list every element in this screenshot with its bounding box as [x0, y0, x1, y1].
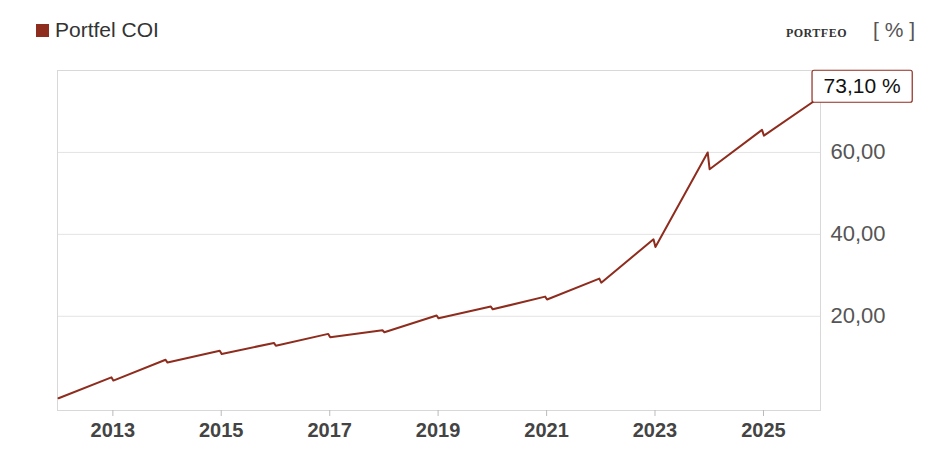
svg-text:73,10 %: 73,10 %	[824, 74, 901, 97]
svg-text:40,00: 40,00	[831, 221, 886, 246]
svg-text:2013: 2013	[91, 419, 135, 441]
svg-text:2021: 2021	[524, 419, 569, 441]
svg-text:2025: 2025	[741, 419, 786, 441]
svg-text:2019: 2019	[416, 419, 461, 441]
svg-text:2023: 2023	[633, 419, 678, 441]
html-text:PORTFEO: PORTFEO	[785, 26, 847, 40]
html-text:Portfel COI: Portfel COI	[55, 18, 159, 41]
svg-text:2015: 2015	[199, 419, 244, 441]
svg-text:2017: 2017	[307, 419, 352, 441]
svg-text:60,00: 60,00	[831, 139, 886, 164]
svg-text:20,00: 20,00	[831, 303, 886, 328]
